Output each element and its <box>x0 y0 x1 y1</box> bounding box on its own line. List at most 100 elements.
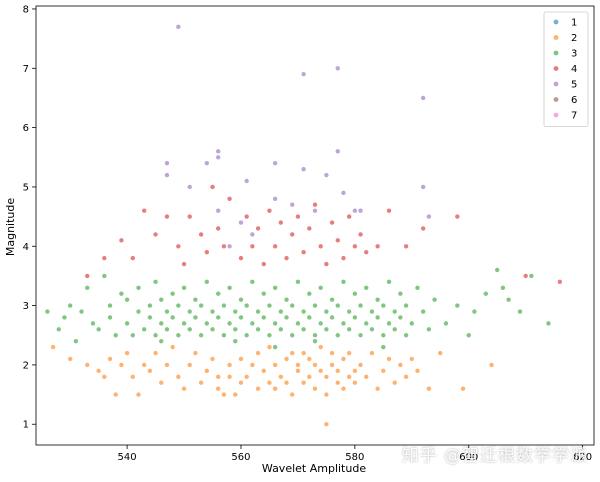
data-point <box>290 303 295 308</box>
legend-label: 2 <box>571 33 577 44</box>
data-point <box>301 166 306 172</box>
data-point <box>290 350 295 356</box>
data-point <box>198 333 204 338</box>
data-point <box>284 380 289 385</box>
data-point <box>523 273 528 279</box>
data-point <box>364 249 369 255</box>
series-5 <box>164 24 432 249</box>
data-point <box>364 321 369 326</box>
data-point <box>386 208 392 213</box>
data-point <box>364 374 369 379</box>
data-point <box>164 362 170 368</box>
data-point <box>267 303 272 308</box>
data-point <box>420 184 426 190</box>
data-point <box>295 279 301 285</box>
data-point <box>386 356 392 362</box>
data-point <box>238 315 244 320</box>
y-tick-label: 2 <box>23 360 29 371</box>
data-point <box>272 344 278 350</box>
series-3 <box>45 267 551 350</box>
data-point <box>472 309 477 314</box>
data-point <box>216 374 221 379</box>
data-point <box>164 309 170 314</box>
data-point <box>352 380 358 385</box>
data-point <box>455 303 460 308</box>
data-point <box>358 362 363 368</box>
data-point <box>284 255 289 261</box>
data-point <box>301 309 306 314</box>
data-point <box>335 303 340 308</box>
plot-area <box>35 5 595 446</box>
data-point <box>233 327 238 332</box>
data-point <box>329 350 335 356</box>
data-point <box>153 279 158 285</box>
data-point <box>324 261 329 267</box>
data-point <box>392 380 397 385</box>
y-tick-label: 1 <box>23 420 29 431</box>
data-point <box>324 392 329 397</box>
data-point <box>346 309 352 314</box>
data-point <box>176 24 181 29</box>
data-point <box>147 368 153 374</box>
data-point <box>295 214 301 219</box>
legend-box <box>543 11 589 127</box>
data-point <box>290 202 295 207</box>
data-point <box>85 362 90 368</box>
legend-label: 1 <box>571 18 577 29</box>
data-point <box>176 374 181 379</box>
data-point <box>187 214 192 219</box>
data-point <box>324 422 329 427</box>
data-point <box>130 374 135 379</box>
legend-marker <box>553 19 559 25</box>
x-tick-label: 580 <box>345 452 364 463</box>
data-point <box>159 380 164 385</box>
data-point <box>495 267 500 273</box>
data-point <box>147 315 153 320</box>
data-point <box>341 321 346 326</box>
x-axis-label: Wavelet Amplitude <box>262 462 366 475</box>
data-point <box>113 333 118 338</box>
data-point <box>466 333 471 338</box>
data-point <box>312 303 318 308</box>
data-point <box>272 386 278 391</box>
data-point <box>341 386 346 391</box>
data-point <box>227 321 232 326</box>
data-point <box>204 279 210 285</box>
data-point <box>403 244 409 249</box>
data-point <box>233 392 238 397</box>
data-point <box>255 327 261 332</box>
data-point <box>312 362 318 368</box>
data-point <box>403 374 409 379</box>
data-point <box>176 303 181 308</box>
data-point <box>335 238 340 243</box>
data-point <box>272 285 278 290</box>
data-point <box>312 386 318 391</box>
data-point <box>136 309 141 314</box>
data-point <box>181 321 187 326</box>
data-point <box>398 291 403 296</box>
data-point <box>546 321 551 326</box>
data-point <box>381 333 386 338</box>
data-point <box>420 309 426 314</box>
data-point <box>67 303 73 308</box>
data-point <box>221 303 227 308</box>
data-point <box>335 149 340 154</box>
y-tick-label: 3 <box>23 301 29 312</box>
data-point <box>255 226 261 231</box>
data-point <box>244 333 249 338</box>
x-tick-label: 600 <box>459 452 478 463</box>
data-point <box>312 338 318 344</box>
data-point <box>107 315 113 320</box>
data-point <box>358 333 363 338</box>
legend-label: 6 <box>571 95 577 106</box>
data-point <box>250 244 255 249</box>
data-point <box>79 309 84 314</box>
data-point <box>102 273 107 279</box>
data-point <box>398 362 403 368</box>
data-point <box>96 368 101 374</box>
data-point <box>392 309 397 314</box>
data-point <box>318 285 323 290</box>
data-point <box>267 380 272 385</box>
data-point <box>381 344 386 350</box>
